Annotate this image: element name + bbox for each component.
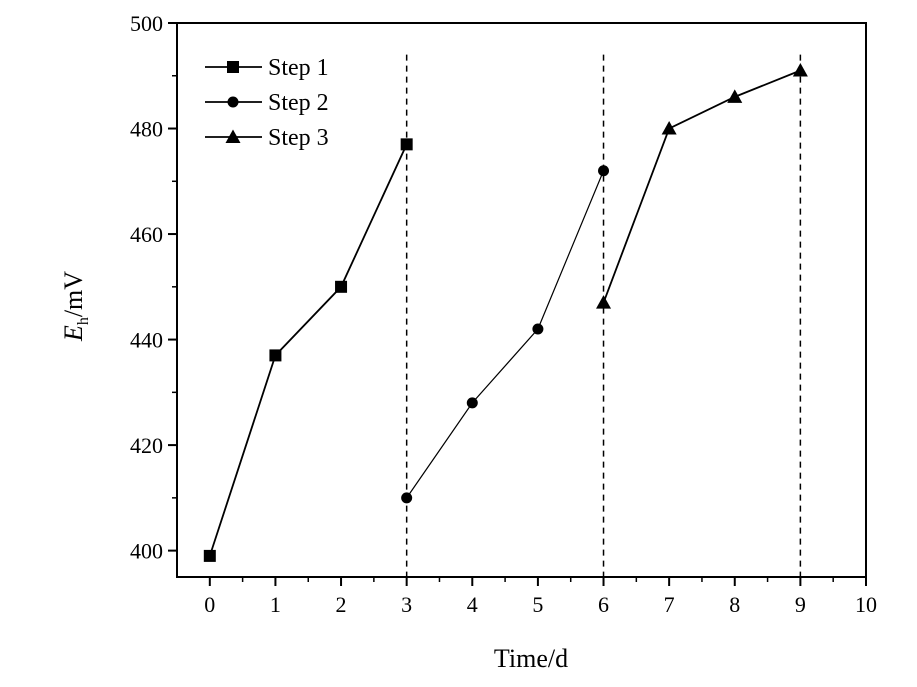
x-tick-label: 1: [270, 592, 281, 617]
y-tick-label: 500: [130, 11, 163, 36]
data-point-marker: [661, 121, 677, 135]
x-tick-label: 7: [664, 592, 675, 617]
x-tick-label: 8: [729, 592, 740, 617]
x-axis-title: Time/d: [494, 644, 568, 673]
x-tick-label: 2: [336, 592, 347, 617]
legend: Step 1 Step 2 Step 3: [205, 55, 329, 151]
series-line: [208, 143, 408, 557]
data-point-marker: [401, 492, 413, 504]
data-point-marker: [596, 295, 612, 309]
x-tick-label: 3: [401, 592, 412, 617]
legend-label: Step 3: [268, 125, 329, 151]
y-axis-title-main: E: [59, 325, 88, 342]
x-tick-label: 10: [855, 592, 877, 617]
plot-area-border: [176, 22, 867, 578]
data-point-marker: [727, 89, 743, 103]
series-line: [406, 170, 605, 499]
x-tick-label: 0: [204, 592, 215, 617]
phase-divider-lines: [405, 54, 802, 577]
legend-marker: [227, 61, 239, 73]
legend-item: Step 2: [205, 90, 329, 116]
legend-marker: [227, 96, 239, 108]
y-tick-label: 420: [130, 433, 163, 458]
series-1: [203, 138, 413, 562]
y-tick-label: 400: [130, 539, 163, 564]
series-2: [401, 165, 610, 504]
data-point-marker: [269, 349, 282, 362]
legend-item: Step 3: [205, 125, 329, 151]
data-point-marker: [598, 165, 610, 177]
data-point-marker: [203, 549, 216, 562]
y-axis-title-unit: /mV: [59, 271, 88, 317]
legend-item: Step 1: [205, 55, 329, 81]
y-tick-label: 460: [130, 222, 163, 247]
y-tick-label: 480: [130, 117, 163, 142]
legend-label: Step 2: [268, 90, 329, 116]
y-tick-label: 440: [130, 328, 163, 353]
plot-frame: [176, 22, 867, 578]
x-tick-label: 5: [532, 592, 543, 617]
data-point-marker: [400, 138, 413, 151]
x-tick-label: 4: [467, 592, 478, 617]
series-3: [596, 62, 808, 309]
x-tick-label: 9: [795, 592, 806, 617]
data-point-marker: [466, 397, 478, 409]
series-line: [602, 69, 801, 303]
legend-label: Step 1: [268, 55, 329, 81]
data-point-marker: [335, 280, 348, 293]
data-point-marker: [792, 62, 808, 77]
series-layer: [203, 62, 808, 562]
y-axis-title-sub: h: [75, 317, 92, 325]
y-axis-title: Eh/mV: [59, 271, 92, 342]
data-point-marker: [532, 323, 544, 335]
ticks-layer: 0 1 2 3 4 5 6 7 8 9 10 400 420 440 460 480 500: [130, 11, 877, 617]
x-tick-label: 6: [598, 592, 609, 617]
legend-marker: [225, 129, 241, 143]
